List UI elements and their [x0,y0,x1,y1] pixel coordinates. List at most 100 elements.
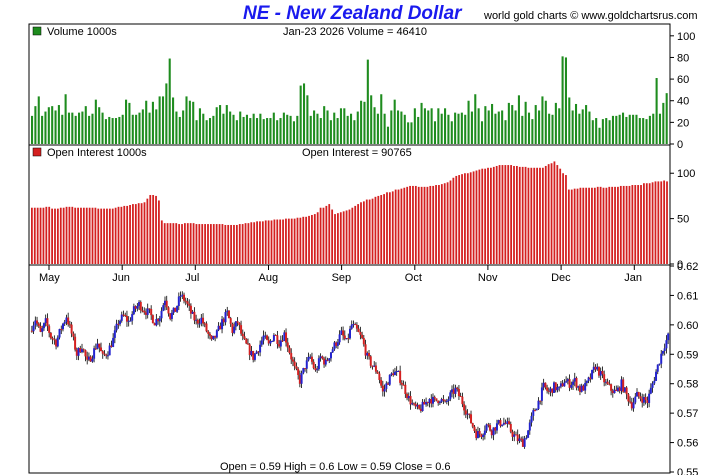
candle-up [349,328,351,339]
candle-up [580,385,583,392]
candle-down [463,404,466,411]
candle-down [601,371,604,375]
candle-down [36,320,39,324]
open-interest-bar [59,207,62,264]
candle-down [231,323,234,333]
volume-bar [125,99,128,144]
volume-bar [302,83,306,144]
candle-down [210,335,213,340]
open-interest-bar [619,185,622,264]
volume-bar [148,112,151,144]
month-label: Aug [259,272,279,284]
volume-axis: 0 20 40 60 80 100 [670,31,695,151]
open-interest-bar [51,208,53,264]
open-interest-bar [617,186,619,264]
price-tick-label: 0.59 [677,349,698,361]
candle-down [430,399,433,404]
candle-up [131,314,134,321]
candle-down [291,359,294,362]
volume-bar [370,95,373,144]
candle-down [354,324,357,326]
candle-up [338,334,341,343]
candle-down [364,344,367,356]
volume-bar [457,113,460,144]
candle-up [63,321,66,324]
open-interest-bar [212,224,215,264]
volume-bar [474,94,477,144]
candle-down [67,317,70,325]
volume-bar [440,113,443,144]
open-interest-bar [362,201,365,264]
open-interest-bar [570,189,573,264]
candle-up [336,342,339,346]
volume-bar [279,118,282,144]
candle-down [214,335,217,338]
open-interest-bar [516,165,518,264]
candle-down [511,431,514,437]
volume-bar [460,112,463,144]
candle-down [480,434,483,437]
open-interest-bar [541,167,544,264]
candle-down [418,404,421,409]
open-interest-bar [80,207,82,264]
volume-bar [517,95,520,144]
candle-up [566,379,569,382]
candle-down [241,333,244,337]
candle-up [333,342,336,350]
candle-up [447,399,450,401]
volume-bar [635,114,638,144]
price-axis: 0.55 0.56 0.57 0.58 0.59 0.60 0.61 0.62 [670,261,698,475]
open-interest-bar [527,167,530,264]
candle-down [276,335,279,344]
candle-down [267,339,270,344]
open-interest-bar [345,210,348,264]
candle-up [96,343,99,349]
candle-up [136,306,139,309]
candle-up [655,371,658,381]
candle-up [661,351,664,354]
open-interest-bar [423,186,426,264]
candle-down [544,382,547,388]
volume-bar [71,112,74,144]
price-tick-label: 0.60 [677,320,698,332]
candle-down [186,301,189,304]
open-interest-bar [383,194,385,264]
volume-bar [74,115,77,144]
volume-bar [356,111,359,144]
volume-bar [581,109,584,144]
open-interest-bar [380,195,383,264]
volume-bar [151,101,154,144]
candle-up [651,383,654,388]
open-interest-bar [117,206,120,264]
candle-up [307,356,310,361]
volume-bar [266,118,269,144]
open-interest-bar [492,166,495,264]
volume-bar [81,111,84,144]
candle-up [482,434,485,437]
candle-down [196,319,199,324]
open-interest-bar [513,165,515,264]
open-interest-bars [31,161,668,264]
open-interest-bar [207,224,209,264]
candle-down [293,361,296,367]
open-interest-bar [91,207,94,264]
candle-down [630,402,633,409]
open-interest-bar [221,224,224,264]
candle-up [558,386,561,388]
open-interest-bar [406,186,409,264]
volume-bar [141,109,144,144]
open-interest-bar [94,207,97,264]
candle-down [368,353,371,357]
volume-bar [346,115,349,144]
candle-up [44,318,47,324]
open-interest-bar [126,205,129,264]
open-interest-bar [464,173,466,264]
candle-down [516,434,519,442]
y-tick-label: 50 [677,214,689,226]
candle-up [42,323,45,329]
volume-bar [437,108,440,144]
volume-bar [393,99,396,144]
volume-info: Jan-23 2026 Volume = 46410 [283,26,427,38]
open-interest-bar [403,187,406,264]
open-interest-bar [261,221,264,264]
